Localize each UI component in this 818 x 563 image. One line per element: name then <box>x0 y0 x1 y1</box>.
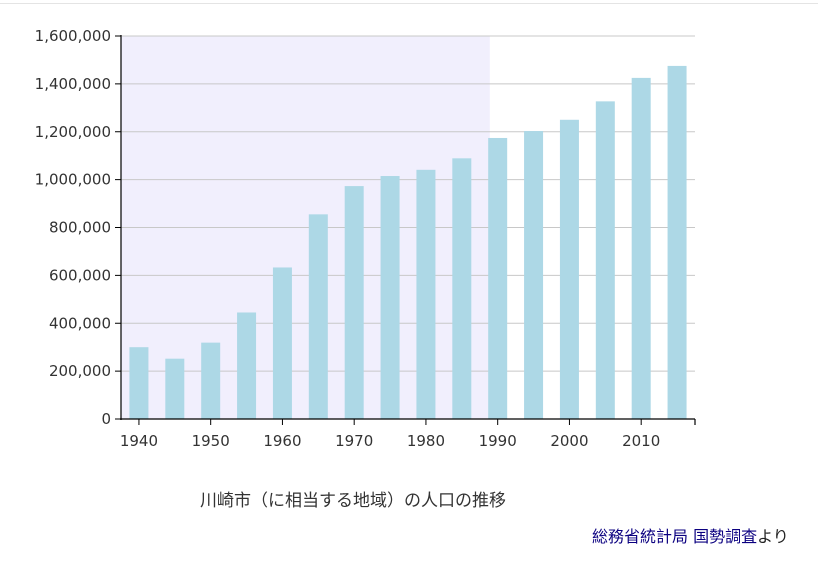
y-axis-ticks: 0 200,000 400,000 600,000 800,000 1,000,000 1,… <box>35 27 121 428</box>
bar-2000 <box>559 119 579 419</box>
x-tick-label: 1980 <box>407 432 445 450</box>
source-link-statistics-bureau[interactable]: 総務省統計局 <box>592 527 689 546</box>
top-divider <box>0 3 818 4</box>
x-tick-label: 1940 <box>120 432 158 450</box>
source-note: 総務省統計局 国勢調査より <box>592 523 789 547</box>
bar-1950 <box>201 342 221 419</box>
bar-1975 <box>380 176 400 419</box>
y-tick-label: 1,200,000 <box>35 123 111 141</box>
y-tick-label: 0 <box>101 410 111 428</box>
bar-1995 <box>524 131 544 420</box>
bar-1980 <box>416 169 436 419</box>
bar-1945 <box>165 358 185 419</box>
chart-caption: 川崎市（に相当する地域）の人口の推移 <box>200 491 506 511</box>
bar-1965 <box>308 214 328 419</box>
population-bar-chart: 0 200,000 400,000 600,000 800,000 1,000,000 1,… <box>35 27 696 450</box>
x-tick-label: 1950 <box>192 432 230 450</box>
bar-2005 <box>595 101 615 420</box>
bar-1955 <box>237 312 257 419</box>
bars <box>129 65 687 420</box>
y-tick-label: 1,600,000 <box>35 27 111 45</box>
bar-1985 <box>452 158 472 419</box>
bar-2010 <box>631 77 651 419</box>
x-axis-ticks: 1940 1950 1960 1970 1980 1990 2000 2010 <box>120 419 660 450</box>
y-tick-label: 800,000 <box>49 219 111 237</box>
x-tick-label: 1960 <box>263 432 301 450</box>
source-suffix: より <box>757 527 789 546</box>
bar-1940 <box>129 347 149 419</box>
x-tick-label: 2000 <box>550 432 588 450</box>
source-link-census[interactable]: 国勢調査 <box>693 527 758 546</box>
bar-1990 <box>488 137 508 419</box>
x-tick-label: 1990 <box>479 432 517 450</box>
y-tick-label: 1,000,000 <box>35 171 111 189</box>
y-tick-label: 200,000 <box>49 362 111 380</box>
y-tick-label: 600,000 <box>49 266 111 284</box>
y-tick-label: 1,400,000 <box>35 75 111 93</box>
bar-1960 <box>272 267 292 419</box>
x-tick-label: 2010 <box>622 432 660 450</box>
bar-2015 <box>667 65 687 419</box>
bar-1970 <box>344 186 364 419</box>
x-tick-label: 1970 <box>335 432 373 450</box>
y-tick-label: 400,000 <box>49 314 111 332</box>
